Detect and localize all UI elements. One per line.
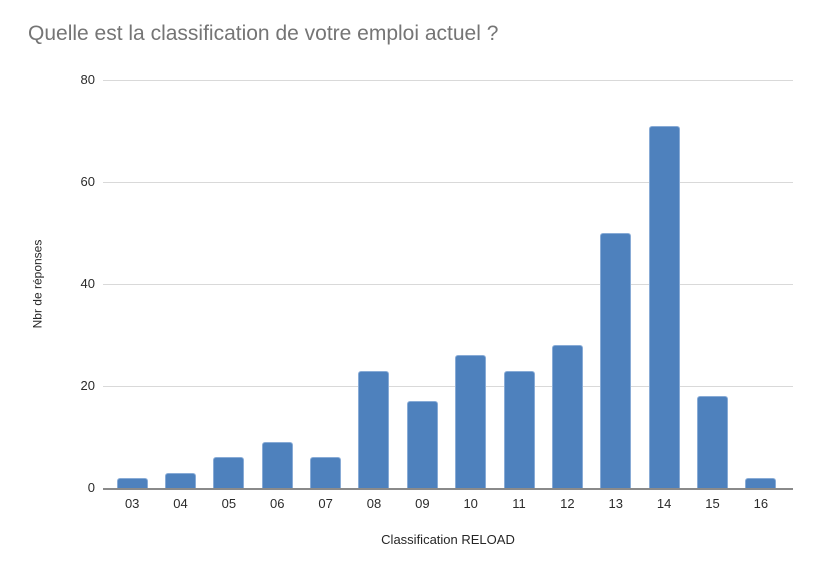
bar-slot <box>495 80 543 488</box>
y-tick-label: 20 <box>80 378 95 393</box>
bar-14 <box>648 125 680 488</box>
x-tick-label: 05 <box>221 496 237 511</box>
bar-12 <box>551 345 583 488</box>
bar-slot <box>447 80 495 488</box>
y-tick-label: 0 <box>87 480 95 495</box>
bar-11 <box>503 370 535 488</box>
bar-15 <box>696 396 728 488</box>
bar-05 <box>213 457 245 488</box>
x-tick-label: 07 <box>318 496 333 511</box>
x-tick-label: 16 <box>753 496 769 511</box>
bars-container <box>108 80 785 488</box>
bar-06 <box>261 442 293 488</box>
x-tick-label: 08 <box>366 496 382 511</box>
x-tick-label: 06 <box>270 496 285 511</box>
y-tick-label: 40 <box>80 276 95 291</box>
bar-slot <box>398 80 446 488</box>
bar-slot <box>543 80 591 488</box>
bar-slot <box>156 80 204 488</box>
bar-07 <box>310 457 342 488</box>
x-tick-label: 04 <box>173 496 188 511</box>
x-tick-label: 03 <box>124 496 140 511</box>
bar-04 <box>165 472 197 488</box>
y-tick-label: 80 <box>80 72 95 87</box>
bar-slot <box>350 80 398 488</box>
bar-13 <box>600 233 632 488</box>
bar-16 <box>745 477 777 488</box>
x-axis-ticks: 03 04 05 06 07 08 09 10 11 12 13 14 15 16 <box>108 496 785 511</box>
gridline <box>103 182 793 183</box>
x-tick-label: 13 <box>608 496 623 511</box>
bar-slot <box>205 80 253 488</box>
plot-area <box>103 80 793 490</box>
bar-08 <box>358 370 390 488</box>
bar-03 <box>116 477 148 488</box>
bar-09 <box>406 401 438 488</box>
x-tick-label: 12 <box>560 496 575 511</box>
y-axis-title-text: Nbr de réponses <box>30 239 44 329</box>
gridline <box>103 386 793 387</box>
bar-slot <box>253 80 301 488</box>
bar-slot <box>688 80 736 488</box>
bar-slot <box>108 80 156 488</box>
bar-slot <box>737 80 785 488</box>
x-tick-label: 09 <box>415 496 430 511</box>
gridline <box>103 284 793 285</box>
y-tick-label: 60 <box>80 174 95 189</box>
x-axis-title: Classification RELOAD <box>381 532 515 547</box>
chart-title: Quelle est la classification de votre em… <box>28 22 499 45</box>
x-tick-label: 15 <box>705 496 720 511</box>
y-axis-ticks: 0 20 40 60 80 <box>47 72 95 495</box>
x-tick-label: 10 <box>463 496 478 511</box>
x-tick-label: 14 <box>656 496 672 511</box>
bar-slot <box>301 80 349 488</box>
bar-10 <box>455 355 487 488</box>
x-tick-label: 11 <box>512 496 526 511</box>
gridline <box>103 80 793 81</box>
bar-slot <box>640 80 688 488</box>
bar-slot <box>592 80 640 488</box>
